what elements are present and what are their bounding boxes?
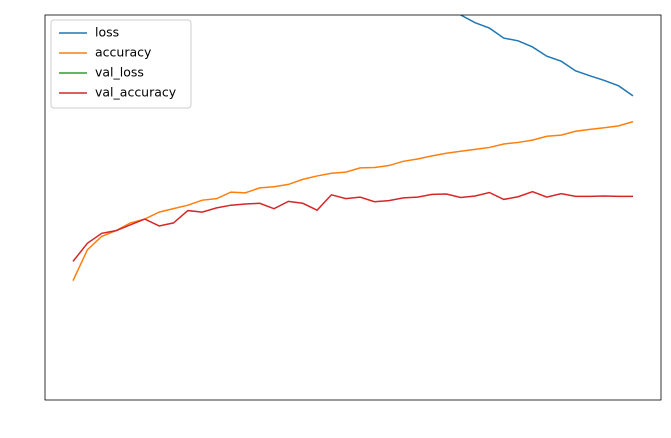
plot-lines xyxy=(72,15,634,281)
legend-label: loss xyxy=(95,25,119,40)
legend-label: val_loss xyxy=(95,65,144,80)
series-line xyxy=(460,15,634,97)
legend: loss accuracy val_loss val_accuracy xyxy=(50,19,192,109)
series-line xyxy=(72,120,634,281)
series-line xyxy=(72,190,633,262)
legend-box xyxy=(50,19,192,109)
legend-label: accuracy xyxy=(95,45,152,60)
legend-label: val_accuracy xyxy=(95,85,177,100)
plot-frame xyxy=(44,14,662,401)
